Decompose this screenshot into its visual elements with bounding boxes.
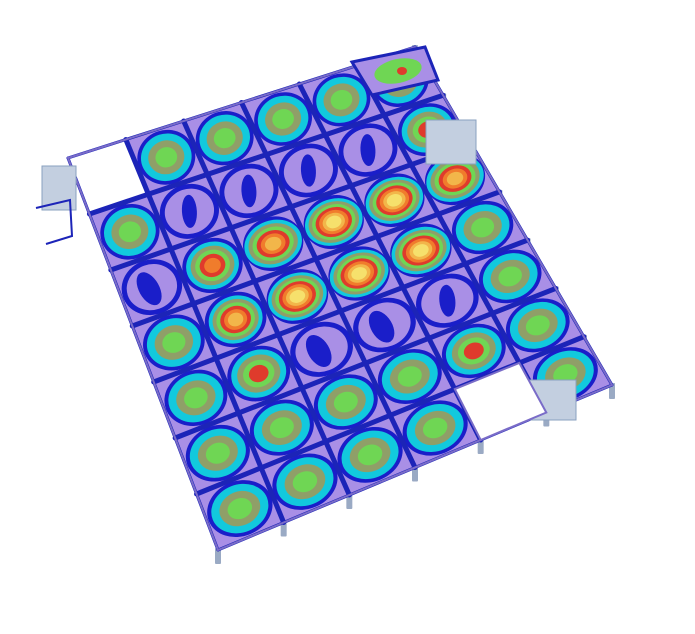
beam-line <box>123 137 287 525</box>
slab-cell <box>266 134 352 207</box>
beam-line <box>181 118 352 498</box>
slab-cell <box>351 164 439 237</box>
beam-line <box>151 237 531 385</box>
top-extension-panel <box>349 45 441 97</box>
slab-cell <box>254 258 341 335</box>
slab-cell <box>325 115 412 186</box>
slab-cell <box>170 227 255 304</box>
slab-cell <box>315 236 403 312</box>
attached-structures <box>35 45 577 442</box>
slab-cell <box>291 185 377 259</box>
slab-cell <box>241 84 326 155</box>
slab-cell <box>325 415 415 495</box>
slab-cell <box>438 191 528 264</box>
beam-line <box>172 285 559 441</box>
slab-cell <box>175 413 262 494</box>
beam-line <box>108 141 474 273</box>
grid-beams <box>66 45 614 552</box>
slab-cell <box>193 281 279 359</box>
slab-cell <box>261 441 350 523</box>
beam-line <box>296 81 484 443</box>
slab-cell <box>216 334 302 414</box>
beam-line <box>354 63 549 415</box>
beam-line <box>129 189 502 329</box>
slab <box>89 47 612 550</box>
slab-cell <box>110 248 194 326</box>
right-attached-block <box>425 119 477 165</box>
slab-cell <box>89 194 171 270</box>
slab-cell <box>365 338 455 416</box>
slab-cell <box>231 206 316 282</box>
slab-cell <box>207 154 292 228</box>
slab-cell <box>340 287 429 364</box>
beam-line <box>239 100 418 470</box>
slab-cell <box>153 358 239 438</box>
opening <box>453 361 548 442</box>
column-support <box>215 548 221 564</box>
slab-cell <box>196 467 284 550</box>
slab-cell <box>132 303 216 382</box>
slab-cell <box>377 214 466 288</box>
left-ledge <box>35 198 74 245</box>
slab-cell <box>278 311 366 389</box>
slab-cell <box>183 102 267 175</box>
slab-edge <box>66 45 614 552</box>
slab-cell <box>125 121 208 195</box>
beam-line <box>86 92 446 217</box>
slab-cell <box>148 174 231 249</box>
